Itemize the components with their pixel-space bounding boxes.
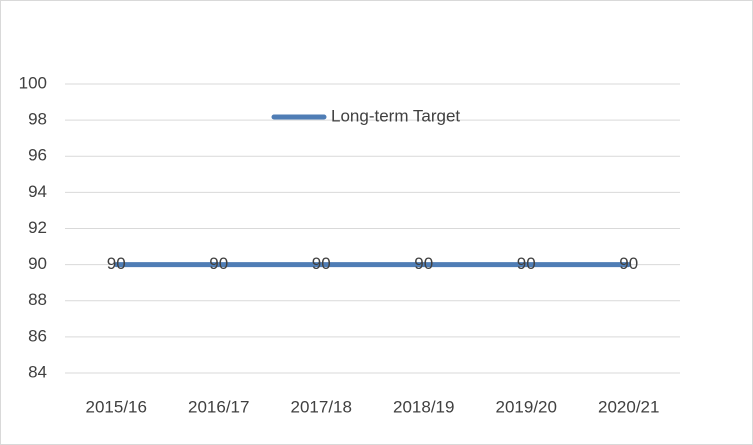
data-label: 90 — [414, 254, 433, 273]
legend-label: Long-term Target — [331, 106, 460, 125]
y-tick-label: 100 — [19, 73, 47, 92]
y-tick-label: 98 — [28, 110, 47, 129]
y-tick-label: 90 — [28, 254, 47, 273]
x-tick-label: 2015/16 — [86, 397, 147, 416]
data-label: 90 — [209, 254, 228, 273]
y-tick-label: 86 — [28, 326, 47, 345]
y-tick-label: 92 — [28, 218, 47, 237]
x-tick-label: 2019/20 — [496, 397, 557, 416]
x-tick-label: 2017/18 — [291, 397, 352, 416]
y-tick-label: 94 — [28, 182, 47, 201]
x-tick-label: 2018/19 — [393, 397, 454, 416]
data-label: 90 — [517, 254, 536, 273]
x-tick-label: 2016/17 — [188, 397, 249, 416]
data-label: 90 — [312, 254, 331, 273]
x-tick-label: 2020/21 — [598, 397, 659, 416]
y-tick-label: 96 — [28, 146, 47, 165]
y-tick-label: 88 — [28, 290, 47, 309]
data-label: 90 — [107, 254, 126, 273]
y-tick-label: 84 — [28, 362, 47, 381]
data-label: 90 — [619, 254, 638, 273]
